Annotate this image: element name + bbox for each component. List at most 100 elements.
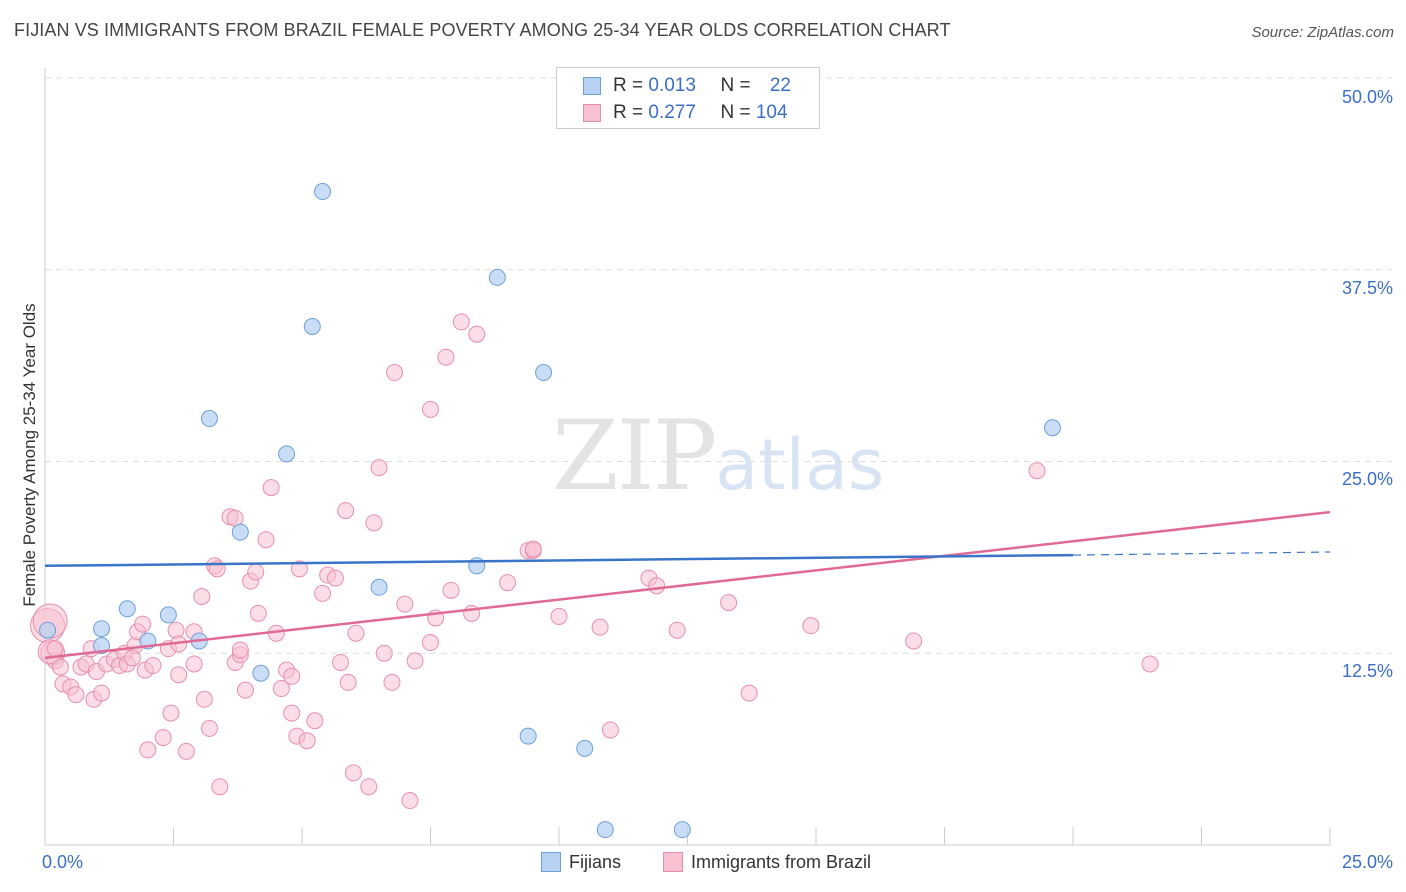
brazil-point: [401, 792, 419, 810]
fijians-legend-label: Fijians: [569, 852, 622, 872]
brazil-point: [306, 712, 324, 730]
brazil-point: [144, 657, 162, 675]
fijian-point: [159, 606, 177, 624]
brazil-point: [231, 641, 249, 659]
brazil-point: [386, 364, 404, 382]
brazil-point: [383, 673, 401, 691]
brazil-point: [247, 563, 265, 581]
brazil-point: [123, 649, 141, 667]
brazil-point: [200, 719, 218, 737]
brazil-point: [347, 624, 365, 642]
brazil-point: [195, 690, 213, 708]
y-tick-50: 50.0%: [1341, 87, 1393, 107]
brazil-point: [339, 673, 357, 691]
legend-item-brazil: Immigrants from Brazil: [663, 852, 871, 873]
brazil-point: [139, 741, 157, 759]
watermark-atlas: atlas: [715, 424, 885, 506]
brazil-point: [193, 587, 211, 605]
brazil-point: [720, 594, 738, 612]
brazil-point: [211, 778, 229, 796]
brazil-point: [134, 615, 152, 633]
brazil-point: [905, 632, 923, 650]
fijian-point: [118, 600, 136, 618]
fijian-point: [252, 664, 270, 682]
x-tick-min: 0.0%: [42, 852, 84, 872]
legend-r-label: R =: [613, 102, 649, 123]
fijian-point: [200, 410, 218, 428]
brazil-point: [442, 581, 460, 599]
brazil-point: [468, 325, 486, 343]
brazil-swatch: [583, 104, 601, 122]
legend-n-label: N =: [720, 75, 756, 96]
brazil-point: [283, 667, 301, 685]
fijians-trend-line: [44, 553, 1074, 568]
brazil-point: [167, 621, 185, 639]
brazil-point: [177, 742, 195, 760]
brazil-point: [452, 313, 470, 331]
fijian-point: [314, 183, 332, 201]
brazil-point: [170, 666, 188, 684]
legend-n-value: 22: [769, 75, 791, 96]
brazil-point: [162, 704, 180, 722]
brazil-point: [67, 686, 85, 704]
brazil-point: [550, 607, 568, 625]
y-tick-37-5: 37.5%: [1341, 278, 1393, 298]
brazil-legend-swatch: [663, 852, 683, 872]
brazil-point: [370, 459, 388, 477]
brazil-point: [437, 348, 455, 366]
brazil-point: [524, 540, 542, 558]
watermark-zip: ZIP: [552, 400, 717, 512]
fijian-point: [596, 821, 614, 839]
fijian-point: [303, 318, 321, 336]
stats-legend: R = 0.013 N = 22 R = 0.277 N = 104: [556, 67, 820, 129]
fijians-swatch: [583, 77, 601, 95]
y-tick-12-5: 12.5%: [1341, 661, 1393, 681]
fijian-point: [576, 739, 594, 757]
brazil-point: [51, 658, 69, 676]
brazil-point: [298, 732, 316, 750]
brazil-point: [1141, 655, 1159, 673]
legend-r-value: 0.013: [648, 75, 696, 96]
brazil-point: [396, 595, 414, 613]
brazil-point: [591, 618, 609, 636]
brazil-point: [332, 653, 350, 671]
brazil-point: [290, 560, 308, 578]
brazil-point: [283, 704, 301, 722]
fijian-point: [39, 621, 57, 639]
brazil-point: [249, 604, 267, 622]
brazil-point: [257, 531, 275, 549]
fijian-point: [488, 268, 506, 286]
source-credit: Source: ZipAtlas.com: [1251, 24, 1394, 41]
x-tick-max: 25.0%: [1341, 852, 1393, 872]
brazil-point: [499, 574, 517, 592]
y-tick-25: 25.0%: [1341, 469, 1393, 489]
brazil-point: [344, 764, 362, 782]
points-fijians: [39, 183, 1061, 839]
fijian-point: [93, 620, 111, 638]
brazil-point: [802, 617, 820, 635]
fijian-point: [278, 445, 296, 463]
brazil-trend-line: [44, 510, 1331, 660]
watermark: ZIPatlas: [552, 400, 884, 512]
trend-lines: [44, 510, 1331, 660]
fijian-point: [519, 727, 537, 745]
brazil-point: [1028, 462, 1046, 480]
fijian-point: [673, 821, 691, 839]
gridlines: [45, 77, 1392, 654]
legend-item-fijians: Fijians: [541, 852, 621, 873]
legend-n-value: 104: [755, 102, 788, 123]
chart-title: FIJIAN VS IMMIGRANTS FROM BRAZIL FEMALE …: [14, 20, 951, 40]
brazil-point: [154, 729, 172, 747]
brazil-point: [365, 514, 383, 532]
fijians-trend-extension: [1072, 551, 1331, 556]
brazil-point: [740, 684, 758, 702]
brazil-point: [422, 634, 439, 652]
brazil-point: [422, 400, 439, 418]
fijians-legend-swatch: [541, 852, 561, 872]
fijian-point: [231, 523, 249, 541]
brazil-point: [337, 502, 355, 520]
brazil-point: [360, 778, 378, 796]
brazil-point: [185, 655, 203, 673]
brazil-point: [326, 569, 344, 587]
